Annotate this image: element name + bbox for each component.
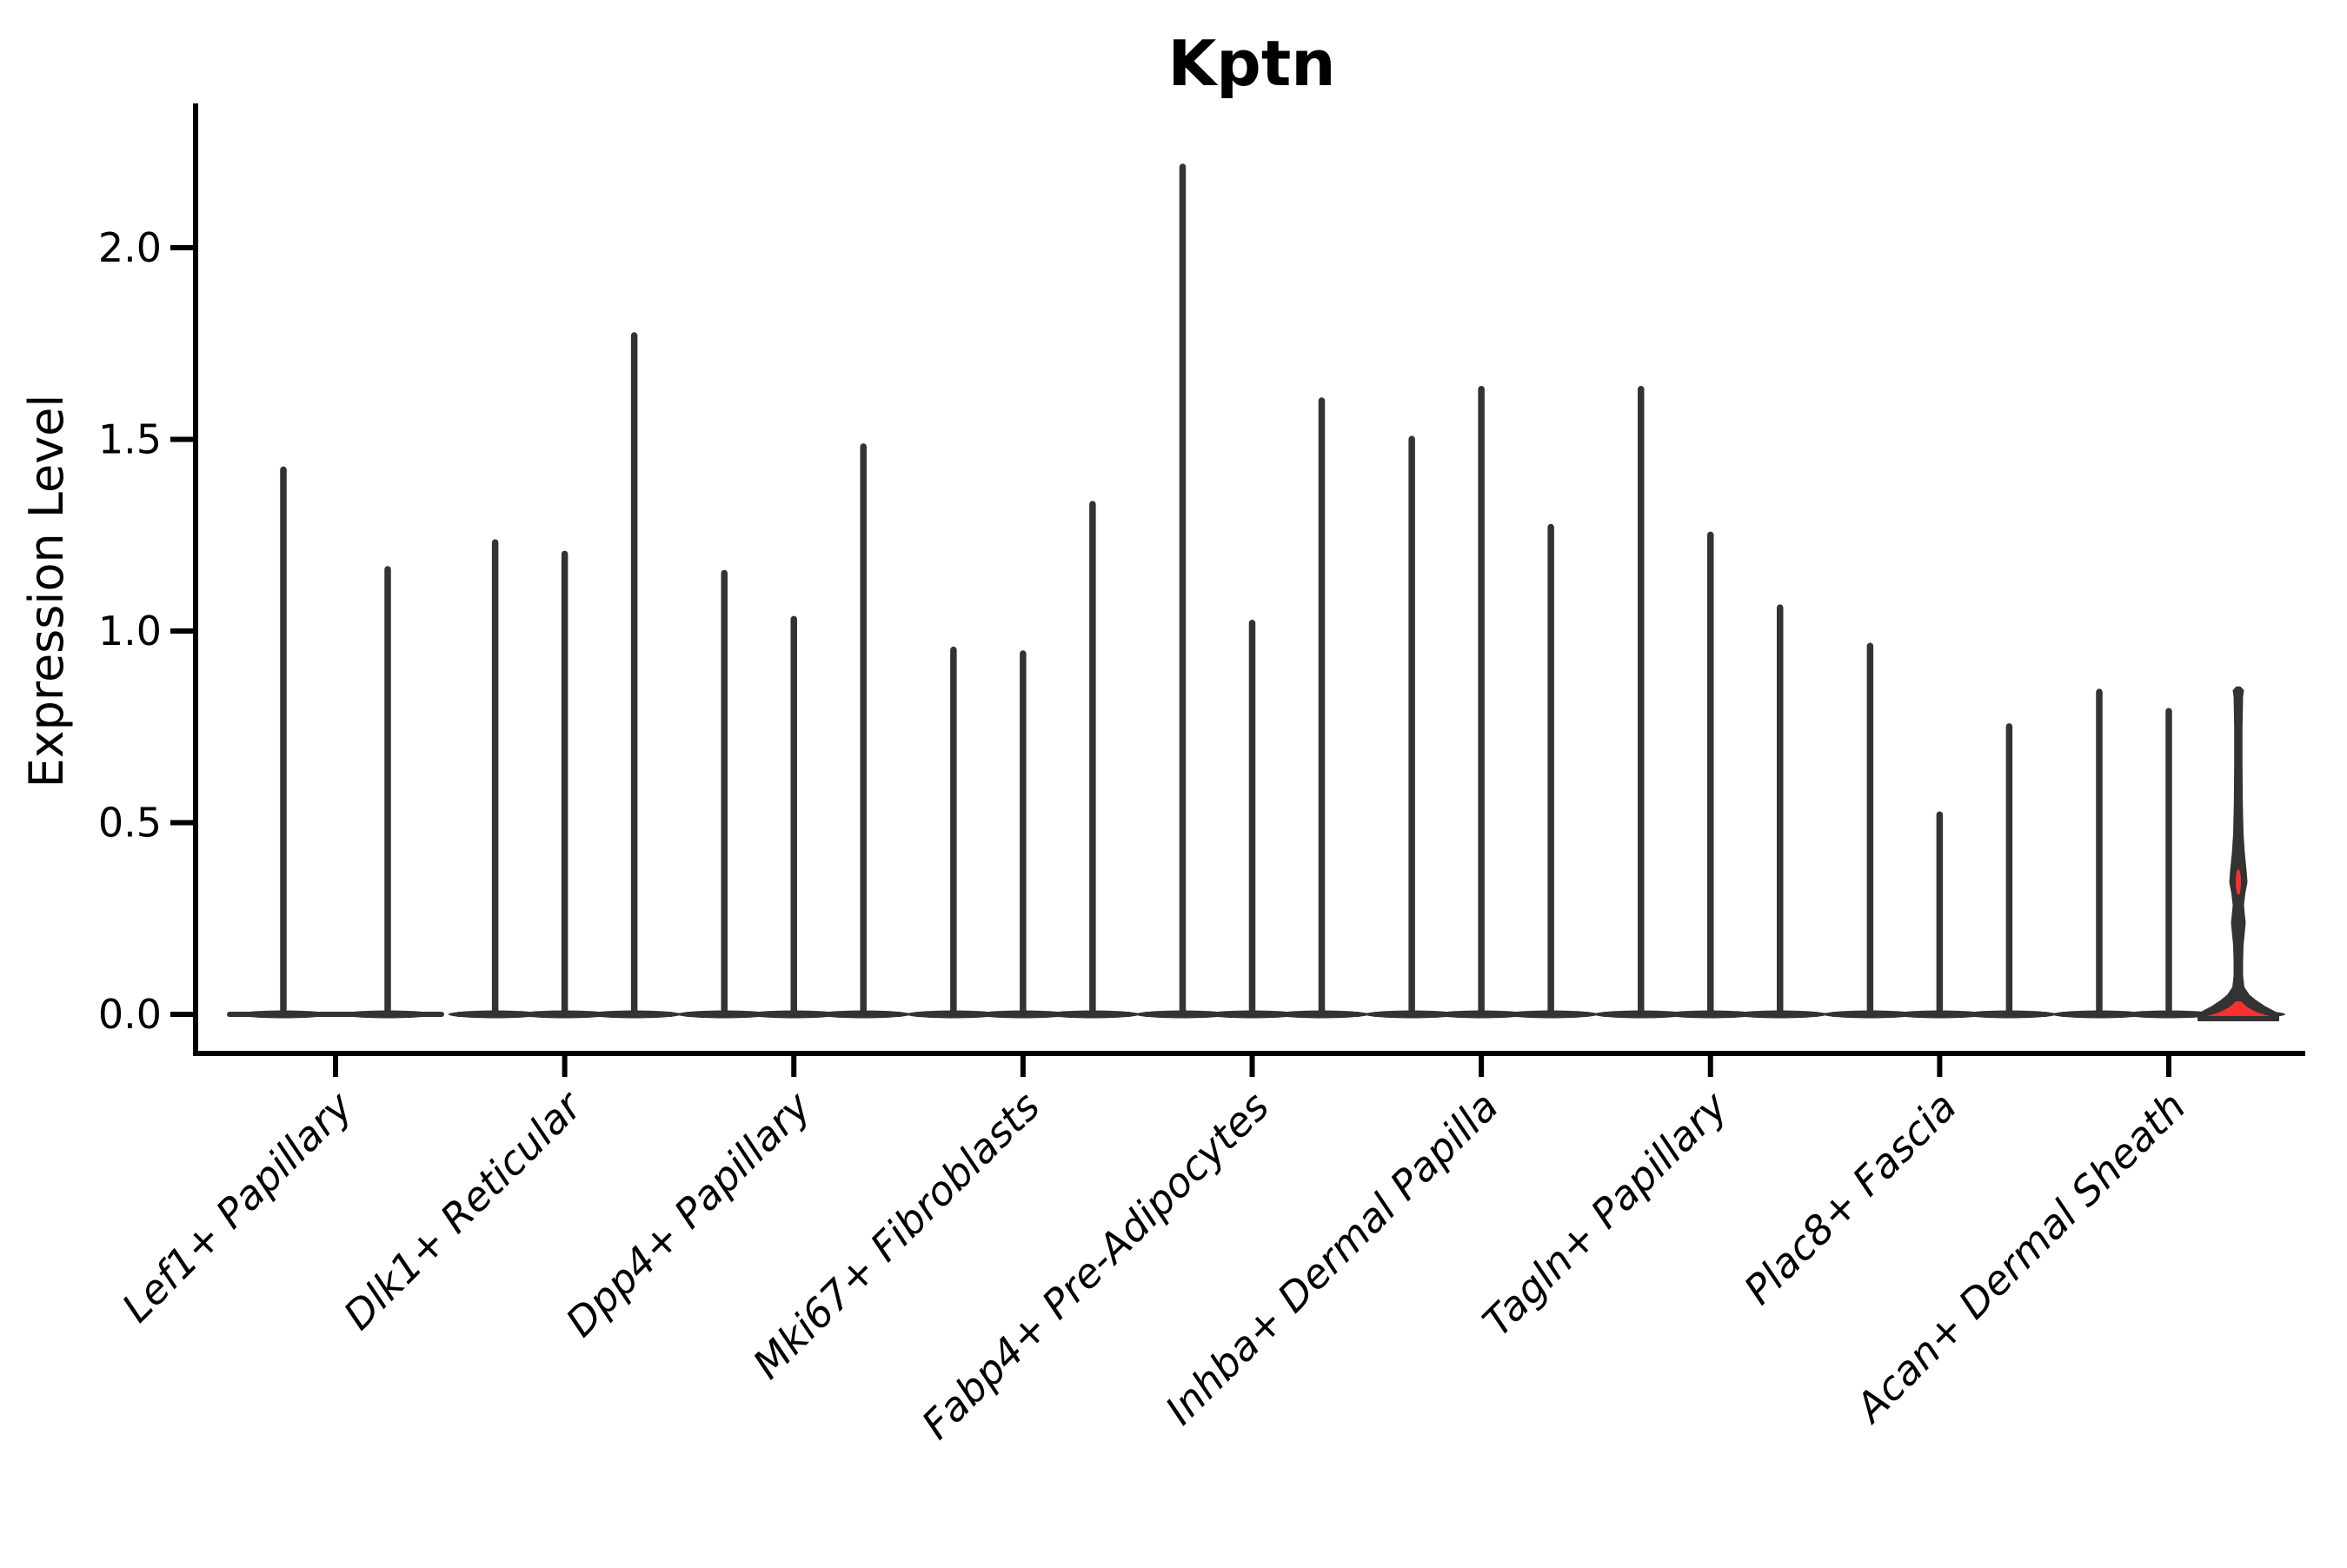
x-tick-mark <box>1707 1053 1713 1077</box>
y-axis-spine <box>193 103 198 1056</box>
y-tick-mark <box>170 820 196 826</box>
y-tick-mark <box>170 628 196 634</box>
x-tick-label: Dpp4+ Papillary <box>556 1082 820 1345</box>
x-tick-label: Plac8+ Fascia <box>1735 1083 1965 1313</box>
axes <box>170 103 2305 1077</box>
x-tick-mark <box>2166 1053 2171 1077</box>
y-tick-mark <box>170 245 196 250</box>
x-axis-spine <box>193 1051 2305 1056</box>
violin-baselines <box>227 1010 2285 1019</box>
x-tick-mark <box>1249 1053 1255 1077</box>
y-tick-mark <box>170 436 196 442</box>
y-tick-mark <box>170 1012 196 1017</box>
y-tick-label: 0.5 <box>98 800 162 847</box>
x-tick-mark <box>333 1053 338 1077</box>
y-tick-label: 1.5 <box>98 416 162 463</box>
y-axis-label: Expression Level <box>19 395 74 788</box>
highlight-violin-outline <box>2197 686 2279 1021</box>
x-tick-label: Dlk1+ Reticular <box>335 1080 593 1339</box>
y-tick-label: 1.0 <box>98 608 162 654</box>
x-tick-label: Lef1+ Papillary <box>113 1082 362 1331</box>
y-tick-labels: 0.0 0.5 1.0 1.5 2.0 <box>98 224 162 1038</box>
x-tick-label: Tagln+ Papillary <box>1473 1082 1737 1345</box>
x-tick-mark <box>791 1053 797 1077</box>
y-tick-label: 0.0 <box>98 991 162 1038</box>
x-tick-mark <box>1479 1053 1485 1077</box>
x-tick-mark <box>1020 1053 1026 1077</box>
highlight-violin-base-fill <box>2207 1001 2270 1016</box>
violins <box>280 163 2279 1021</box>
x-tick-mark <box>562 1053 568 1077</box>
plot-title: Kptn <box>1167 27 1335 100</box>
x-tick-mark <box>1937 1053 1943 1077</box>
y-tick-label: 2.0 <box>98 224 162 271</box>
highlight-violin-bulge-fill <box>2236 868 2241 895</box>
